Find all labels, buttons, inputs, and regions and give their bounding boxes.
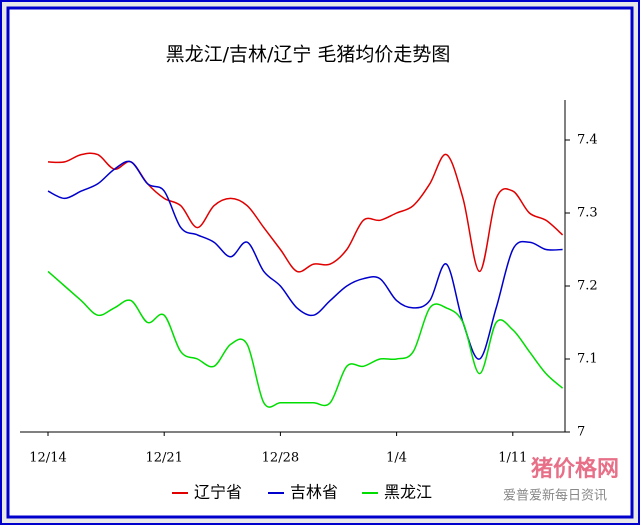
legend-label: 辽宁省 [194,483,242,502]
inner-frame [6,6,634,519]
legend-label: 吉林省 [290,483,338,502]
watermark: 猪价格网 [531,456,619,482]
y-tick-label: 7.3 [577,206,598,221]
x-tick-label: 12/14 [29,451,66,466]
y-tick-label: 7.2 [577,279,598,294]
x-tick-label: 1/11 [498,451,527,466]
y-tick-label: 7.1 [577,352,598,367]
y-tick-label: 7 [577,425,585,440]
series-line [47,270,564,408]
y-tick-label: 7.4 [577,133,598,148]
x-tick-label: 12/28 [262,451,299,466]
watermark: 爱普爱新每日资讯 [503,488,607,504]
x-tick-label: 12/21 [145,451,182,466]
chart-title: 黑龙江/吉林/辽宁 毛猪均价走势图 [166,44,451,66]
series-line [47,160,563,360]
x-tick-label: 1/4 [386,451,407,466]
legend-label: 黑龙江 [384,483,432,502]
